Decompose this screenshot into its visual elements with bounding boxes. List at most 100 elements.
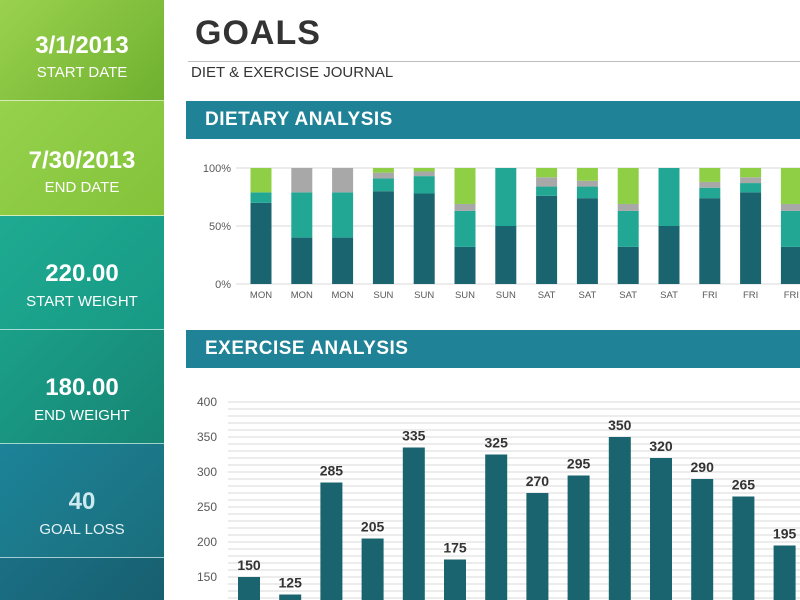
diet-bar-segment (658, 226, 680, 284)
diet-bar-segment (576, 186, 598, 199)
diet-bar-segment (740, 168, 762, 178)
dietary-analysis-header: DIETARY ANALYSIS (186, 101, 800, 139)
exercise-data-label: 295 (567, 456, 591, 472)
diet-xtick-label: SAT (660, 290, 678, 301)
end-date-label: END DATE (44, 179, 120, 196)
end-weight-label: END WEIGHT (34, 407, 130, 424)
diet-bar-segment (780, 203, 800, 211)
diet-bar-segment (250, 202, 272, 284)
exercise-bar (526, 493, 549, 600)
summary-sidebar: 3/1/2013 START DATE 7/30/2013 END DATE 2… (0, 0, 164, 600)
diet-xtick-label: SAT (579, 290, 597, 301)
exercise-bar (732, 496, 755, 600)
diet-bar-segment (617, 210, 639, 247)
diet-bar-segment (617, 246, 639, 284)
exercise-data-label: 350 (608, 417, 632, 433)
diet-bar-segment (536, 177, 558, 187)
exercise-bar (773, 545, 796, 600)
start-weight-value: 220.00 (45, 260, 119, 287)
diet-bar-segment (699, 181, 721, 188)
exercise-ytick-label: 400 (197, 395, 217, 409)
exercise-ytick-label: 200 (197, 535, 217, 549)
exercise-bar (444, 559, 466, 600)
exercise-ytick-label: 300 (197, 465, 217, 479)
exercise-bar (650, 458, 672, 600)
diet-bar-segment (740, 192, 762, 284)
exercise-bar (608, 437, 631, 600)
diet-bar-segment (413, 168, 435, 172)
diet-bar-segment (576, 168, 598, 181)
exercise-ytick-label: 250 (197, 500, 217, 514)
diet-xtick-label: MON (291, 290, 313, 301)
exercise-data-label: 335 (402, 428, 426, 444)
exercise-data-label: 175 (443, 540, 467, 556)
exercise-data-label: 290 (691, 459, 715, 475)
start-weight-label: START WEIGHT (26, 293, 138, 310)
exercise-ytick-label: 150 (197, 570, 217, 584)
diet-bar-segment (291, 168, 313, 193)
exercise-data-label: 270 (526, 473, 550, 489)
diet-bar-segment (372, 178, 394, 192)
goal-loss-value: 40 (68, 488, 96, 515)
goal-loss-label: GOAL LOSS (39, 521, 125, 538)
diet-xtick-label: SUN (414, 290, 434, 301)
end-weight-tile: 180.00 END WEIGHT (0, 330, 164, 444)
diet-bar-segment (536, 168, 558, 178)
diet-bar-segment (250, 192, 272, 203)
end-date-tile: 7/30/2013 END DATE (0, 101, 164, 216)
diet-bar-segment (413, 171, 435, 177)
diet-bar-segment (291, 237, 313, 284)
page-title: GOALS (195, 14, 321, 52)
diet-bar-segment (536, 195, 558, 284)
diet-bar-segment (332, 168, 354, 193)
diet-ytick-label: 0% (215, 279, 231, 291)
diet-bar-segment (291, 192, 313, 238)
diet-bar-segment (617, 168, 639, 204)
exercise-bar (279, 594, 302, 600)
diet-bar-segment (495, 168, 517, 226)
exercise-data-label: 125 (279, 575, 303, 591)
end-weight-value: 180.00 (45, 374, 119, 401)
sidebar-footer-tile (0, 558, 164, 600)
diet-bar-segment (413, 193, 435, 284)
start-date-tile: 3/1/2013 START DATE (0, 0, 164, 101)
title-divider (188, 61, 800, 62)
diet-xtick-label: FRI (743, 290, 758, 301)
diet-xtick-label: SAT (538, 290, 556, 301)
diet-bar-segment (372, 172, 394, 179)
diet-bar-segment (332, 237, 354, 284)
diet-bar-segment (536, 186, 558, 196)
exercise-data-label: 320 (649, 438, 673, 454)
diet-bar-segment (332, 192, 354, 238)
diet-xtick-label: FRI (702, 290, 717, 301)
start-weight-tile: 220.00 START WEIGHT (0, 216, 164, 330)
diet-bar-segment (699, 198, 721, 284)
exercise-data-label: 205 (361, 519, 385, 535)
diet-bar-segment (658, 168, 680, 226)
diet-bar-segment (780, 210, 800, 247)
start-date-label: START DATE (36, 64, 128, 81)
page-subtitle: DIET & EXERCISE JOURNAL (191, 64, 394, 81)
diet-xtick-label: SAT (619, 290, 637, 301)
diet-xtick-label: MON (332, 290, 354, 301)
diet-xtick-label: FRI (784, 290, 799, 301)
exercise-bar (567, 475, 590, 600)
diet-ytick-label: 50% (209, 221, 231, 233)
diet-bar-segment (495, 226, 517, 284)
diet-bar-segment (454, 246, 476, 284)
diet-xtick-label: SUN (496, 290, 516, 301)
diet-bar-segment (250, 168, 272, 193)
exercise-data-label: 150 (237, 557, 261, 573)
diet-bar-segment (454, 210, 476, 247)
exercise-bar (320, 482, 343, 600)
diet-bar-segment (740, 177, 762, 184)
exercise-bar (361, 538, 384, 600)
exercise-data-label: 195 (773, 526, 797, 542)
diet-ytick-label: 100% (203, 163, 231, 175)
start-date-value: 3/1/2013 (35, 32, 129, 59)
exercise-bar (238, 577, 260, 600)
diet-bar-segment (780, 246, 800, 284)
diet-bar-segment (617, 203, 639, 211)
